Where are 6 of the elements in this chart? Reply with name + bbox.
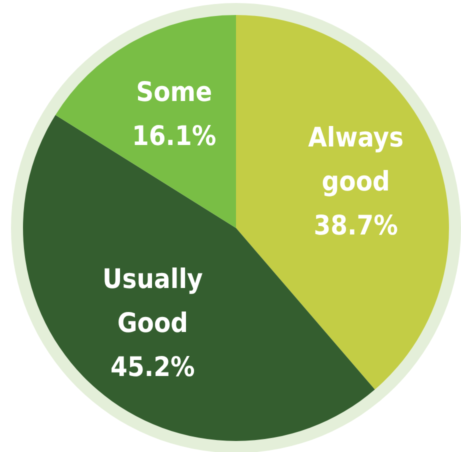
slice-label: Some — [136, 77, 212, 108]
data-label: 45.2% — [110, 352, 195, 383]
slice-label: Usually Good — [102, 264, 204, 339]
data-label: 16.1% — [132, 121, 216, 152]
slice-label: Always good — [308, 122, 404, 198]
data-label: 38.7% — [314, 210, 398, 242]
